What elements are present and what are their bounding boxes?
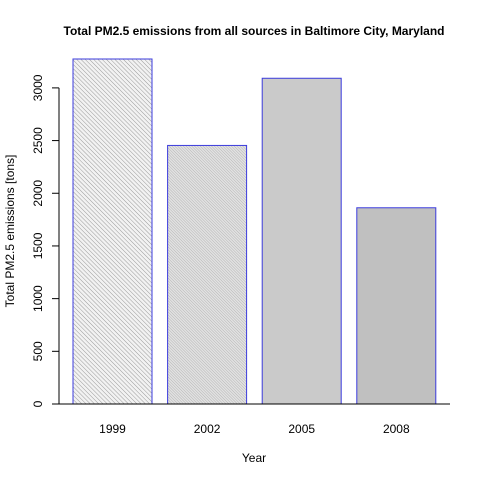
- bar-2005: [262, 78, 341, 404]
- bars-group: [73, 59, 436, 404]
- x-tick-label-2008: 2008: [383, 422, 410, 436]
- x-tick-label-1999: 1999: [99, 422, 126, 436]
- y-axis: 0 500 1000 1500 2000 2500 3000: [31, 74, 59, 407]
- chart-title: Total PM2.5 emissions from all sources i…: [64, 24, 445, 38]
- y-axis-label: Total PM2.5 emissions [tons]: [3, 155, 17, 308]
- bar-1999: [73, 59, 152, 404]
- y-tick-label-1500: 1500: [31, 232, 45, 259]
- bar-2008: [357, 208, 436, 404]
- x-axis-label: Year: [242, 451, 266, 465]
- x-tick-label-2002: 2002: [194, 422, 221, 436]
- y-tick-label-0: 0: [31, 400, 45, 407]
- y-tick-label-3000: 3000: [31, 74, 45, 101]
- x-tick-labels: 1999 2002 2005 2008: [99, 422, 410, 436]
- y-tick-label-2000: 2000: [31, 180, 45, 207]
- x-tick-label-2005: 2005: [288, 422, 315, 436]
- bar-2002: [168, 145, 247, 404]
- y-tick-label-500: 500: [31, 341, 45, 361]
- y-tick-label-1000: 1000: [31, 285, 45, 312]
- y-tick-label-2500: 2500: [31, 127, 45, 154]
